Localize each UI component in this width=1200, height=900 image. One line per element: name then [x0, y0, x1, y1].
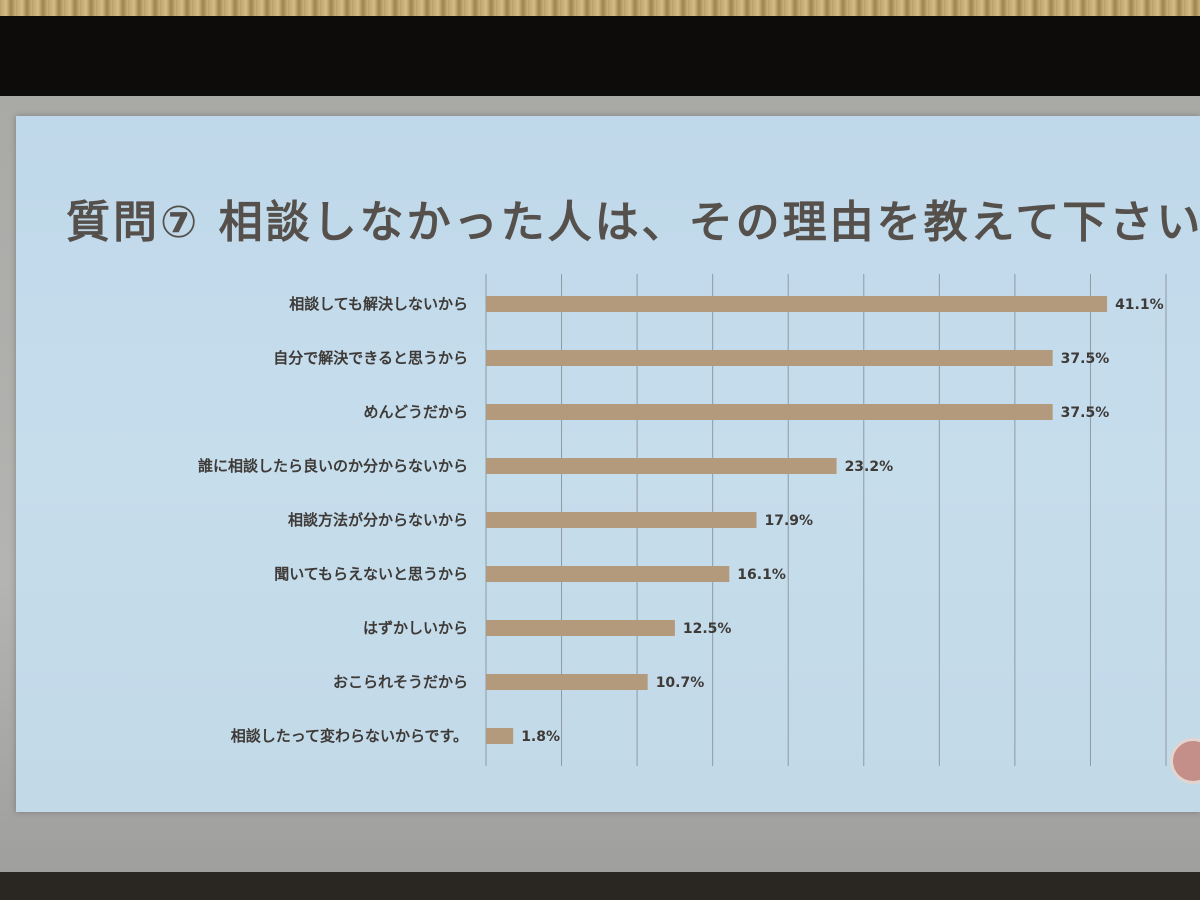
- category-label: 自分で解決できると思うから: [273, 349, 468, 367]
- category-label: おこられそうだから: [333, 673, 468, 691]
- category-label: 相談方法が分からないから: [288, 511, 468, 529]
- stage-floor: [0, 872, 1200, 900]
- category-label: めんどうだから: [363, 403, 468, 421]
- category-label: 相談しても解決しないから: [289, 295, 468, 313]
- bar: [486, 566, 730, 582]
- value-label: 37.5%: [1061, 351, 1110, 367]
- value-label: 16.1%: [737, 567, 786, 583]
- value-label: 23.2%: [845, 459, 894, 475]
- bar: [486, 512, 757, 528]
- bar: [486, 458, 837, 474]
- value-label: 1.8%: [521, 729, 560, 745]
- slide-title: 質問⑦ 相談しなかった人は、その理由を教えて下さい: [66, 197, 1200, 248]
- value-label: 12.5%: [683, 621, 732, 637]
- bar: [486, 728, 514, 744]
- value-label: 41.1%: [1115, 297, 1164, 313]
- bar: [486, 404, 1053, 420]
- category-label: 相談したって変わらないからです。: [231, 727, 468, 745]
- category-label: はずかしいから: [363, 619, 468, 637]
- value-label: 17.9%: [764, 513, 813, 529]
- bar: [486, 674, 648, 690]
- bar-chart: 相談しても解決しないから 41.1% 自分で解決できると思うから 37.5% めんどうだ…: [198, 274, 1167, 766]
- projected-slide: 質問⑦ 相談しなかった人は、その理由を教えて下さい 相談しても解決しないから 41…: [16, 116, 1200, 812]
- bar: [486, 350, 1053, 366]
- value-label: 10.7%: [656, 675, 705, 691]
- value-label: 37.5%: [1061, 405, 1110, 421]
- category-label: 聞いてもらえないと思うから: [274, 565, 468, 583]
- corner-record-icon[interactable]: [1170, 738, 1200, 784]
- category-label: 誰に相談したら良いのか分からないから: [198, 457, 468, 475]
- bar: [486, 620, 675, 636]
- bar: [486, 296, 1108, 312]
- stage-curtain: [0, 0, 1200, 16]
